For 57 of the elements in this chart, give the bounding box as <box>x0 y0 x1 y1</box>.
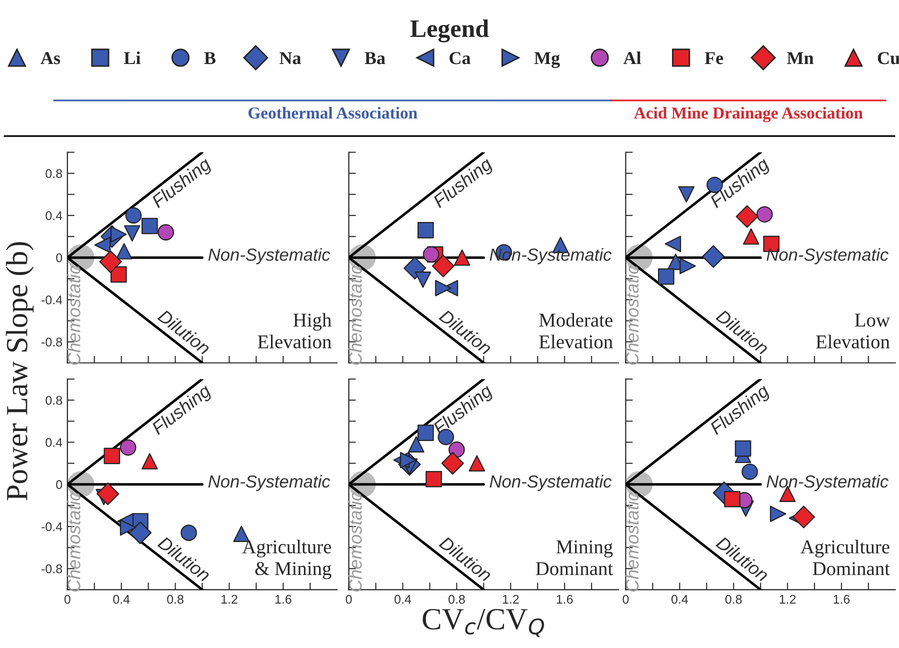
y-tick-label: -0.8 <box>42 564 62 574</box>
legend-label: Mn <box>787 52 814 64</box>
y-tick-label: 0.8 <box>46 396 62 405</box>
annotation: Chemostatic <box>67 492 80 592</box>
legend-label: Na <box>280 52 301 64</box>
annotation: Non-Systematic <box>208 474 330 492</box>
legend-label: Li <box>124 51 140 64</box>
annotation: High Elevation <box>258 312 332 348</box>
x-tick-label: 1.2 <box>222 594 238 604</box>
legend-label: Mg <box>534 52 560 68</box>
x-tick-label: 0 <box>346 594 352 604</box>
x-tick-label: 1.6 <box>275 594 292 604</box>
x-tick-label: 0.8 <box>448 594 465 604</box>
x-tick-label: 1.6 <box>834 594 850 604</box>
y-tick-label: 0.4 <box>46 211 62 220</box>
text: Geothermal Association <box>248 106 418 119</box>
annotation: Chemostatic <box>67 266 80 365</box>
x-tick-label: 0.4 <box>671 594 688 604</box>
legend-label: Al <box>623 51 641 64</box>
annotation: Non-Systematic <box>766 474 888 492</box>
annotation: Moderate Elevation <box>539 313 613 348</box>
legend-title: Legend <box>410 19 489 42</box>
y-tick-label: -0.4 <box>42 296 62 304</box>
legend-label: Fe <box>704 52 724 64</box>
legend-label: Ca <box>450 52 471 64</box>
y-tick-label: -0.8 <box>42 338 62 346</box>
x-tick-label: 1.2 <box>780 594 796 604</box>
y-tick-label: 0 <box>56 480 62 490</box>
x-tick-label: 0.4 <box>113 594 130 604</box>
annotation: Chemostatic <box>348 266 362 365</box>
annotation: Agriculture & Mining <box>242 540 332 580</box>
x-axis-title: CV$_{c}$/CV$_{Q}$ <box>422 608 544 637</box>
y-tick-label: 0.8 <box>46 169 62 178</box>
annotation: Chemostatic <box>625 266 639 365</box>
legend-label: Ba <box>364 52 386 64</box>
x-tick-label: 0.4 <box>394 594 412 604</box>
y-axis-title: Power Law Slope (b) <box>6 242 34 500</box>
annotation: Low Elevation <box>816 314 890 348</box>
legend-label: As <box>40 52 60 64</box>
annotation: Non-Systematic <box>766 248 888 264</box>
x-tick-label: 0 <box>622 594 629 604</box>
legend-label: B <box>204 52 216 64</box>
annotation: Chemostatic <box>625 492 639 592</box>
annotation: Agriculture Dominant <box>800 540 890 576</box>
annotation: Mining Dominant <box>536 540 614 576</box>
y-tick-label: -0.4 <box>42 522 62 532</box>
x-tick-label: 0 <box>64 594 70 604</box>
x-tick-label: 0.8 <box>725 594 742 604</box>
annotation: Non-Systematic <box>490 474 612 492</box>
annotation: Non-Systematic <box>208 248 330 264</box>
y-tick-label: 0 <box>56 253 62 262</box>
x-tick-label: 1.2 <box>502 594 519 604</box>
y-tick-label: 0.4 <box>46 438 62 447</box>
x-tick-label: 1.6 <box>556 594 573 604</box>
x-tick-label: 0.8 <box>167 594 184 604</box>
text: Acid Mine Drainage Association <box>634 106 863 122</box>
annotation: Chemostatic <box>348 492 362 592</box>
